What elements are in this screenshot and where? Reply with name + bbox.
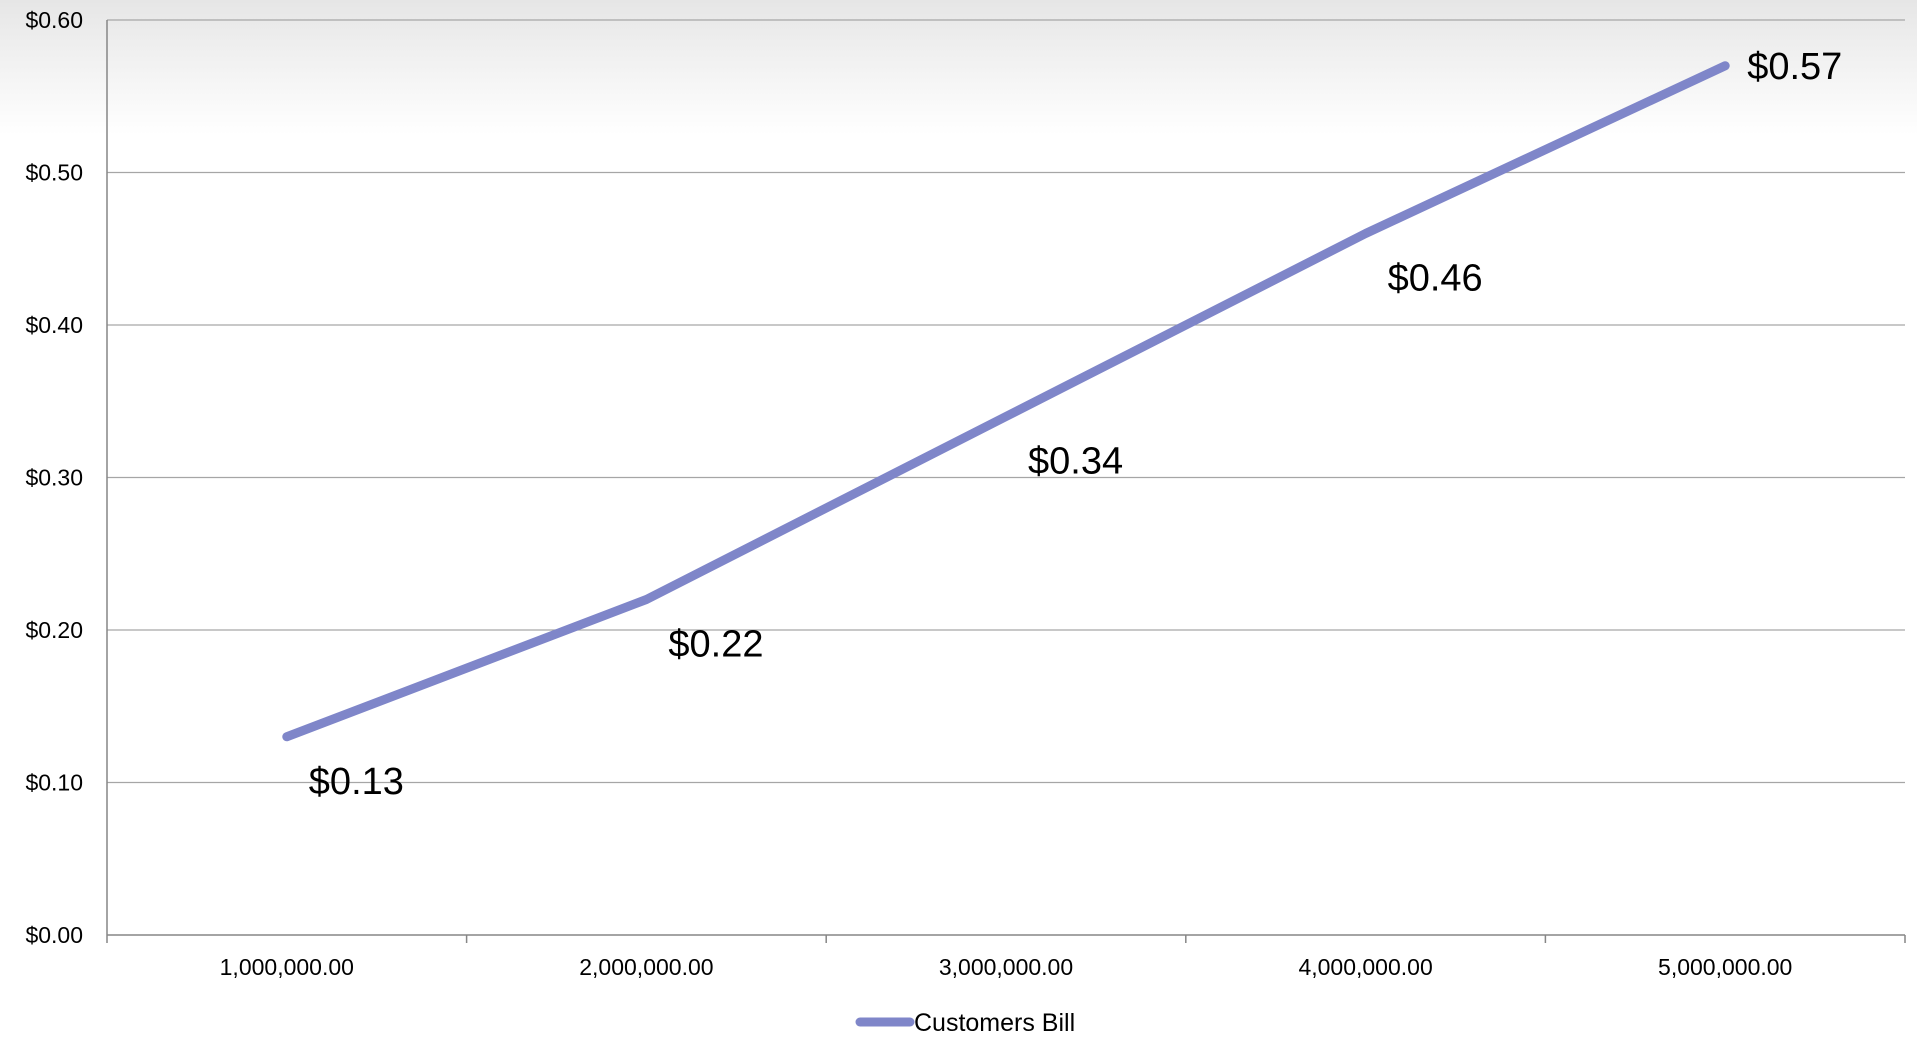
legend: Customers Bill	[855, 1009, 1075, 1037]
x-tick-label-2: 3,000,000.00	[939, 954, 1073, 980]
series-lines	[282, 61, 1730, 742]
y-tick-label-6: $0.60	[25, 7, 83, 33]
y-axis-tick-labels: $0.00 $0.10 $0.20 $0.30 $0.40 $0.50 $0.60	[25, 7, 83, 948]
y-tick-label-0: $0.00	[25, 922, 83, 948]
axes	[106, 20, 1906, 943]
data-label-4: $0.57	[1747, 46, 1842, 88]
gridlines	[107, 19, 1905, 784]
y-tick-label-4: $0.40	[25, 312, 83, 338]
series-line-customers-bill	[282, 61, 1730, 742]
x-tick-label-4: 5,000,000.00	[1658, 954, 1792, 980]
x-tick-label-0: 1,000,000.00	[220, 954, 354, 980]
data-label-0: $0.13	[309, 761, 404, 803]
data-label-3: $0.46	[1388, 258, 1483, 300]
data-label-1: $0.22	[668, 624, 763, 666]
y-tick-label-1: $0.10	[25, 770, 83, 796]
x-tick-label-1: 2,000,000.00	[579, 954, 713, 980]
data-labels: $0.13 $0.22 $0.34 $0.46 $0.57	[309, 46, 1842, 803]
x-tick-label-3: 4,000,000.00	[1298, 954, 1432, 980]
y-tick-label-5: $0.50	[25, 160, 83, 186]
legend-label-customers-bill: Customers Bill	[914, 1009, 1075, 1037]
y-tick-label-2: $0.20	[25, 617, 83, 643]
y-tick-label-3: $0.30	[25, 465, 83, 491]
data-label-2: $0.34	[1028, 441, 1123, 483]
x-axis-tick-labels: 1,000,000.00 2,000,000.00 3,000,000.00 4,00…	[220, 954, 1793, 980]
